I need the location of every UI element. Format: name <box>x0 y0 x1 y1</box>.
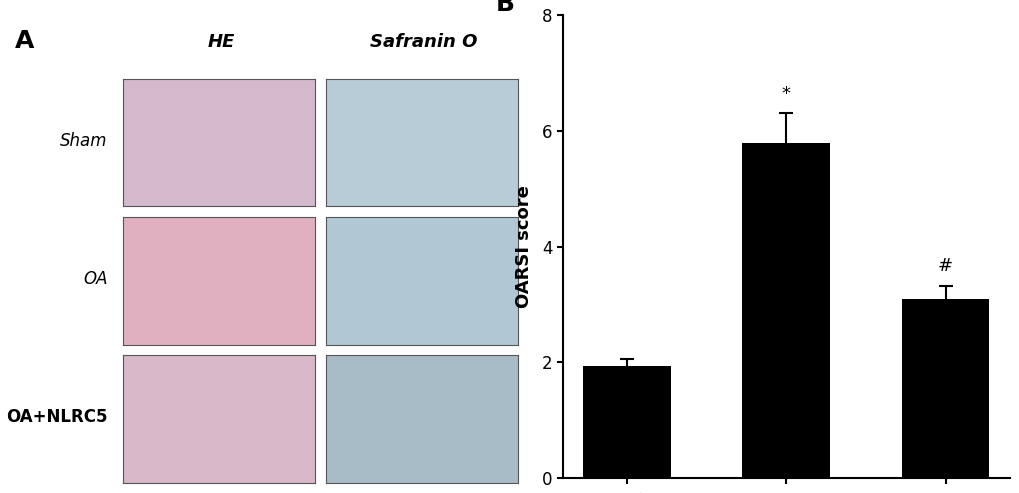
Bar <box>583 366 671 478</box>
Text: A: A <box>15 29 35 53</box>
Text: HE: HE <box>207 34 234 51</box>
Text: B: B <box>495 0 515 16</box>
Text: *: * <box>781 85 790 103</box>
Text: Safranin O: Safranin O <box>370 34 477 51</box>
Text: Sham: Sham <box>60 132 108 150</box>
Bar <box>742 143 829 478</box>
Text: #: # <box>937 257 953 276</box>
Y-axis label: OARSI score: OARSI score <box>515 185 533 308</box>
Text: OA: OA <box>84 270 108 288</box>
Bar <box>901 299 988 478</box>
Text: OA+NLRC5: OA+NLRC5 <box>6 408 108 426</box>
